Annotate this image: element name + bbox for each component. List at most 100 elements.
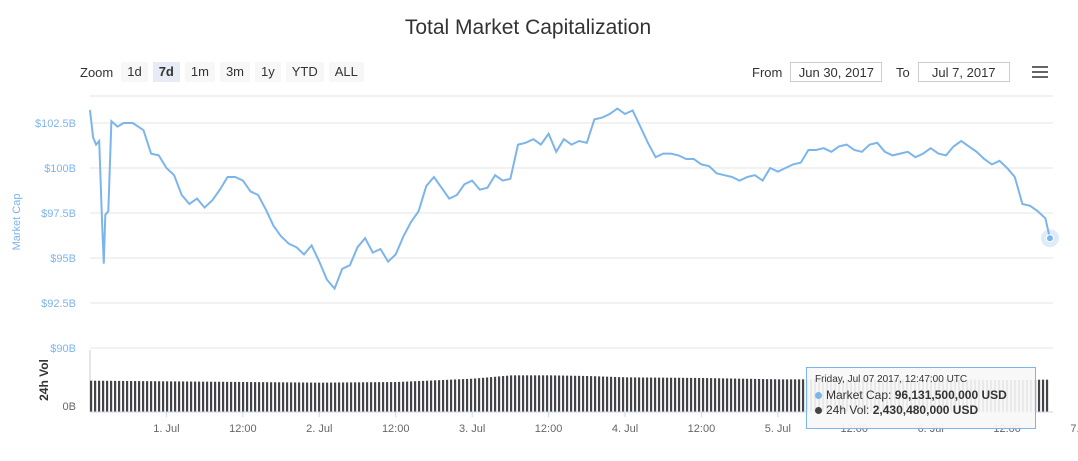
market-cap-point (716, 172, 718, 174)
volume-bar (141, 381, 145, 412)
zoom-all-button[interactable]: ALL (328, 62, 364, 82)
market-cap-point (227, 176, 229, 178)
volume-bar (453, 379, 457, 412)
market-cap-point (639, 126, 641, 128)
market-cap-point (341, 268, 343, 270)
volume-bar (757, 378, 761, 412)
volume-bar (229, 381, 233, 412)
market-cap-point (548, 133, 550, 135)
volume-bar (157, 381, 161, 412)
market-cap-point (532, 138, 534, 140)
market-cap-point (402, 235, 404, 237)
market-cap-point (92, 136, 94, 138)
market-cap-point (173, 174, 175, 176)
volume-bar (361, 382, 365, 412)
volume-bar (641, 377, 645, 412)
market-cap-point (387, 261, 389, 263)
market-cap-point (570, 144, 573, 146)
volume-bar (781, 379, 785, 412)
volume-bar (209, 381, 213, 412)
volume-bar (629, 377, 633, 412)
volume-bar (521, 375, 525, 412)
volume-bar (737, 378, 741, 412)
volume-bar (725, 378, 729, 412)
market-cap-point (1006, 167, 1008, 169)
x-tick-label: 12:00 (688, 423, 716, 435)
volume-bar (505, 375, 509, 412)
zoom-1m-button[interactable]: 1m (184, 62, 215, 82)
from-date-input[interactable] (790, 62, 883, 82)
market-cap-point (103, 262, 105, 264)
volume-bar (1041, 379, 1045, 412)
market-cap-point (517, 144, 519, 146)
tooltip-vol-row: 24h Vol: 2,430,480,000 USD (815, 403, 1027, 418)
zoom-bar: Zoom 1d 7d 1m 3m 1y YTD ALL (80, 62, 369, 82)
volume-bar (129, 381, 133, 412)
zoom-ytd-button[interactable]: YTD (285, 62, 324, 82)
volume-bar (497, 376, 501, 412)
volume-bar (801, 379, 805, 412)
volume-bar (297, 382, 301, 412)
market-cap-point (899, 153, 901, 155)
market-cap-point (930, 147, 932, 149)
volume-bar (393, 382, 397, 412)
volume-bar (485, 377, 489, 412)
volume-bar (581, 375, 585, 412)
volume-bar (537, 375, 541, 412)
volume-bar (773, 379, 777, 412)
market-cap-point (265, 208, 267, 210)
volume-bar (449, 379, 453, 412)
zoom-1d-button[interactable]: 1d (121, 62, 148, 82)
to-date-input[interactable] (917, 62, 1010, 82)
market-cap-point (739, 180, 741, 182)
market-cap-point (525, 142, 527, 144)
volume-bar (117, 380, 121, 412)
volume-bar (421, 380, 425, 412)
volume-bar (417, 381, 421, 412)
volume-bar (217, 381, 221, 412)
volume-bar (677, 377, 681, 412)
market-cap-point (662, 153, 664, 155)
market-cap-point (838, 145, 840, 147)
market-cap-point (685, 158, 687, 160)
volume-bar (285, 382, 289, 412)
zoom-1y-button[interactable]: 1y (255, 62, 281, 82)
market-cap-point (311, 244, 313, 246)
zoom-3m-button[interactable]: 3m (219, 62, 250, 82)
volume-bar (749, 378, 753, 412)
market-cap-point (616, 108, 619, 110)
volume-bar (433, 380, 437, 412)
volume-bar (589, 376, 593, 412)
market-cap-point (540, 144, 542, 146)
market-cap-point (846, 144, 848, 146)
volume-bar (713, 378, 717, 412)
volume-bar (137, 381, 141, 412)
market-cap-point (830, 151, 833, 153)
volume-bar (165, 381, 169, 412)
market-cap-point (219, 189, 221, 191)
volume-bar (593, 376, 597, 412)
market-cap-point (563, 138, 565, 140)
market-cap-point (1029, 205, 1031, 207)
volume-bar (529, 375, 533, 412)
volume-bar (213, 381, 217, 412)
market-cap-point (242, 180, 244, 182)
zoom-7d-button[interactable]: 7d (152, 62, 180, 82)
tooltip-marketcap-label: Market Cap: (826, 388, 892, 402)
market-cap-point (372, 252, 374, 254)
volume-bar (561, 375, 565, 412)
volume-bar (509, 375, 513, 412)
volume-bar (345, 382, 349, 412)
volume-bar (545, 375, 549, 412)
market-cap-point (976, 151, 978, 153)
volume-bar (185, 381, 189, 412)
volume-bar (469, 378, 473, 412)
hamburger-icon[interactable] (1032, 66, 1048, 80)
market-cap-point (456, 194, 458, 196)
volume-bar (265, 382, 269, 412)
market-cap-point (731, 176, 733, 178)
volume-bar (97, 380, 101, 412)
market-cap-line (89, 107, 1051, 291)
market-cap-point (303, 253, 305, 255)
volume-bar (105, 380, 109, 412)
